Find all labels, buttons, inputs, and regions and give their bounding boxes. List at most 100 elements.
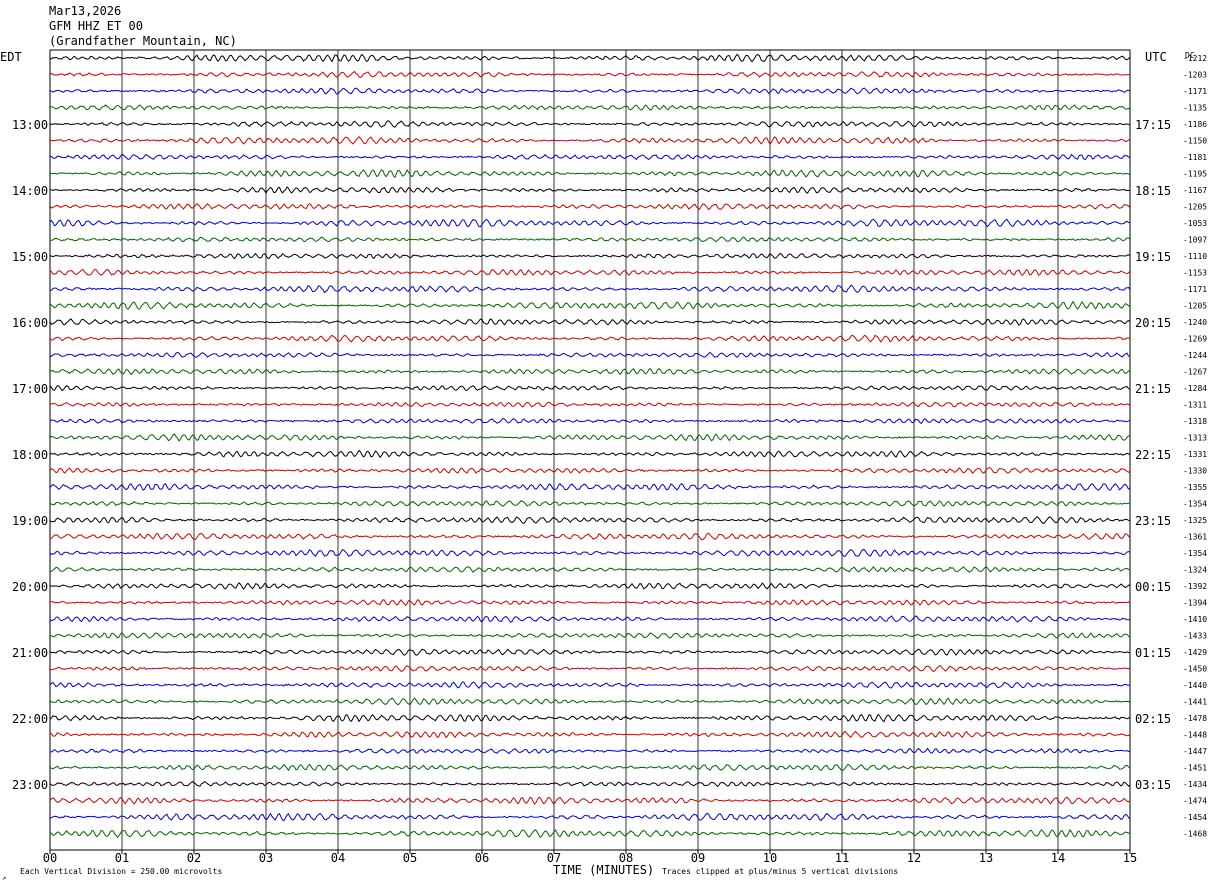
dc-offset-label: -1195 xyxy=(1183,170,1207,179)
dc-offset-label: -1355 xyxy=(1183,483,1207,492)
utc-hour-label: 01:15 xyxy=(1135,646,1171,660)
seismic-trace xyxy=(49,218,1131,228)
label-group: EDT UTC DC Each Vertical Division = 250.… xyxy=(0,50,1207,882)
seismic-trace xyxy=(49,236,1131,243)
edt-hour-label: 19:00 xyxy=(12,514,48,528)
dc-offset-label: -1153 xyxy=(1183,269,1207,278)
edt-hour-label: 21:00 xyxy=(12,646,48,660)
dc-offset-label: -1441 xyxy=(1183,698,1207,707)
x-tick-label: 07 xyxy=(547,851,561,865)
dc-offset-label: -1450 xyxy=(1183,665,1207,674)
utc-hour-label: 03:15 xyxy=(1135,778,1171,792)
seismic-trace xyxy=(49,796,1131,805)
dc-offset-label: -1311 xyxy=(1183,401,1207,410)
dc-offset-label: -1053 xyxy=(1183,219,1207,228)
x-tick-label: 04 xyxy=(331,851,345,865)
seismic-trace xyxy=(49,70,1131,79)
x-tick-label: 05 xyxy=(403,851,417,865)
seismic-trace xyxy=(49,632,1131,639)
seismic-trace xyxy=(49,120,1130,128)
x-tick-label: 03 xyxy=(259,851,273,865)
seismic-trace xyxy=(49,548,1131,558)
seismic-trace xyxy=(49,500,1131,507)
corner-mark: ↗ xyxy=(2,874,6,882)
seismic-trace xyxy=(49,681,1131,689)
dc-offset-label: -1354 xyxy=(1183,549,1207,558)
seismic-trace xyxy=(49,334,1131,343)
seismic-trace xyxy=(49,482,1131,492)
dc-offset-label: -1110 xyxy=(1183,252,1207,261)
seismic-trace xyxy=(49,713,1131,723)
dc-offset-label: -1447 xyxy=(1183,747,1207,756)
dc-offset-label: -1205 xyxy=(1183,203,1207,212)
seismic-trace xyxy=(49,268,1131,277)
dc-offset-label: -1392 xyxy=(1183,582,1207,591)
dc-offset-label: -1181 xyxy=(1183,153,1207,162)
dc-offset-label: -1410 xyxy=(1183,615,1207,624)
edt-hour-label: 23:00 xyxy=(12,778,48,792)
dc-offset-label: -1318 xyxy=(1183,417,1207,426)
seismic-trace xyxy=(49,812,1131,822)
x-tick-label: 15 xyxy=(1123,851,1137,865)
seismic-trace xyxy=(49,186,1131,194)
dc-offset-label: -1150 xyxy=(1183,137,1207,146)
dc-offset-label: -1240 xyxy=(1183,318,1207,327)
dc-offset-label: -1269 xyxy=(1183,335,1207,344)
edt-hour-label: 22:00 xyxy=(12,712,48,726)
utc-hour-label: 21:15 xyxy=(1135,382,1171,396)
seismic-trace xyxy=(49,87,1131,95)
edt-hour-label: 14:00 xyxy=(12,184,48,198)
seismic-trace xyxy=(49,449,1131,459)
utc-hour-label: 19:15 xyxy=(1135,250,1171,264)
clip-note: Traces clipped at plus/minus 5 vertical … xyxy=(662,867,898,876)
scale-note: Each Vertical Division = 250.00 microvol… xyxy=(20,867,222,876)
x-tick-label: 13 xyxy=(979,851,993,865)
utc-hour-label: 17:15 xyxy=(1135,118,1171,132)
dc-offset-label: -1354 xyxy=(1183,500,1207,509)
edt-hour-label: 18:00 xyxy=(12,448,48,462)
seismic-trace xyxy=(49,417,1131,425)
dc-offset-label: -1451 xyxy=(1183,764,1207,773)
utc-hour-label: 22:15 xyxy=(1135,448,1171,462)
seismic-trace xyxy=(49,780,1131,788)
dc-offset-label: -1203 xyxy=(1183,71,1207,80)
seismic-trace xyxy=(49,599,1131,607)
dc-offset-label: -1325 xyxy=(1183,516,1207,525)
dc-offset-label: -1313 xyxy=(1183,434,1207,443)
x-tick-label: 00 xyxy=(43,851,57,865)
x-tick-label: 12 xyxy=(907,851,921,865)
edt-hour-label: 15:00 xyxy=(12,250,48,264)
dc-offset-label: -1171 xyxy=(1183,87,1207,96)
seismic-trace xyxy=(49,252,1131,260)
dc-offset-label: -1331 xyxy=(1183,450,1207,459)
seismic-trace xyxy=(49,318,1131,326)
dc-offset-label: -1468 xyxy=(1183,830,1207,839)
seismic-trace xyxy=(49,401,1131,408)
seismic-trace xyxy=(49,730,1131,739)
utc-hour-label: 02:15 xyxy=(1135,712,1171,726)
seismic-trace xyxy=(49,351,1131,358)
seismic-trace xyxy=(49,433,1131,442)
dc-offset-label: -1244 xyxy=(1183,351,1207,360)
dc-offset-label: -1324 xyxy=(1183,566,1207,575)
seismic-trace xyxy=(49,466,1131,474)
dc-offset-label: -1330 xyxy=(1183,467,1207,476)
utc-hour-label: 18:15 xyxy=(1135,184,1171,198)
seismic-trace xyxy=(49,532,1131,541)
dc-offset-label: -1361 xyxy=(1183,533,1207,542)
seismic-trace xyxy=(49,367,1131,376)
station-location: (Grandfather Mountain, NC) xyxy=(49,34,237,48)
seismic-trace xyxy=(49,104,1131,111)
dc-offset-label: -1284 xyxy=(1183,384,1207,393)
dc-offset-label: -1167 xyxy=(1183,186,1207,195)
dc-offset-label: -1097 xyxy=(1183,236,1207,245)
x-tick-label: 11 xyxy=(835,851,849,865)
left-timezone-label: EDT xyxy=(0,50,22,64)
x-tick-label: 10 xyxy=(763,851,777,865)
seismic-trace xyxy=(49,582,1131,590)
x-tick-label: 09 xyxy=(691,851,705,865)
x-tick-label: 14 xyxy=(1051,851,1065,865)
seismic-trace xyxy=(49,515,1131,524)
seismic-trace xyxy=(49,747,1131,755)
